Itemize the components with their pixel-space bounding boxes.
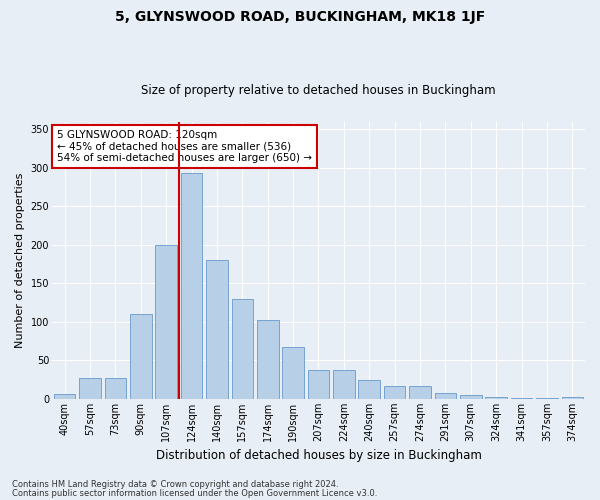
- Bar: [358, 380, 380, 399]
- Bar: [232, 299, 253, 399]
- Bar: [79, 378, 101, 399]
- Bar: [511, 398, 532, 399]
- Bar: [409, 386, 431, 399]
- Text: Contains HM Land Registry data © Crown copyright and database right 2024.: Contains HM Land Registry data © Crown c…: [12, 480, 338, 489]
- Bar: [155, 245, 177, 399]
- Bar: [460, 395, 482, 399]
- Bar: [206, 260, 228, 399]
- X-axis label: Distribution of detached houses by size in Buckingham: Distribution of detached houses by size …: [155, 450, 481, 462]
- Text: 5, GLYNSWOOD ROAD, BUCKINGHAM, MK18 1JF: 5, GLYNSWOOD ROAD, BUCKINGHAM, MK18 1JF: [115, 10, 485, 24]
- Bar: [308, 370, 329, 399]
- Text: Contains public sector information licensed under the Open Government Licence v3: Contains public sector information licen…: [12, 489, 377, 498]
- Bar: [562, 398, 583, 399]
- Bar: [283, 346, 304, 399]
- Bar: [257, 320, 278, 399]
- Bar: [333, 370, 355, 399]
- Y-axis label: Number of detached properties: Number of detached properties: [15, 172, 25, 348]
- Bar: [384, 386, 406, 399]
- Bar: [434, 392, 456, 399]
- Text: 5 GLYNSWOOD ROAD: 120sqm
← 45% of detached houses are smaller (536)
54% of semi-: 5 GLYNSWOOD ROAD: 120sqm ← 45% of detach…: [57, 130, 312, 164]
- Bar: [485, 396, 507, 399]
- Bar: [130, 314, 152, 399]
- Bar: [104, 378, 126, 399]
- Bar: [181, 174, 202, 399]
- Title: Size of property relative to detached houses in Buckingham: Size of property relative to detached ho…: [141, 84, 496, 97]
- Bar: [536, 398, 558, 399]
- Bar: [54, 394, 76, 399]
